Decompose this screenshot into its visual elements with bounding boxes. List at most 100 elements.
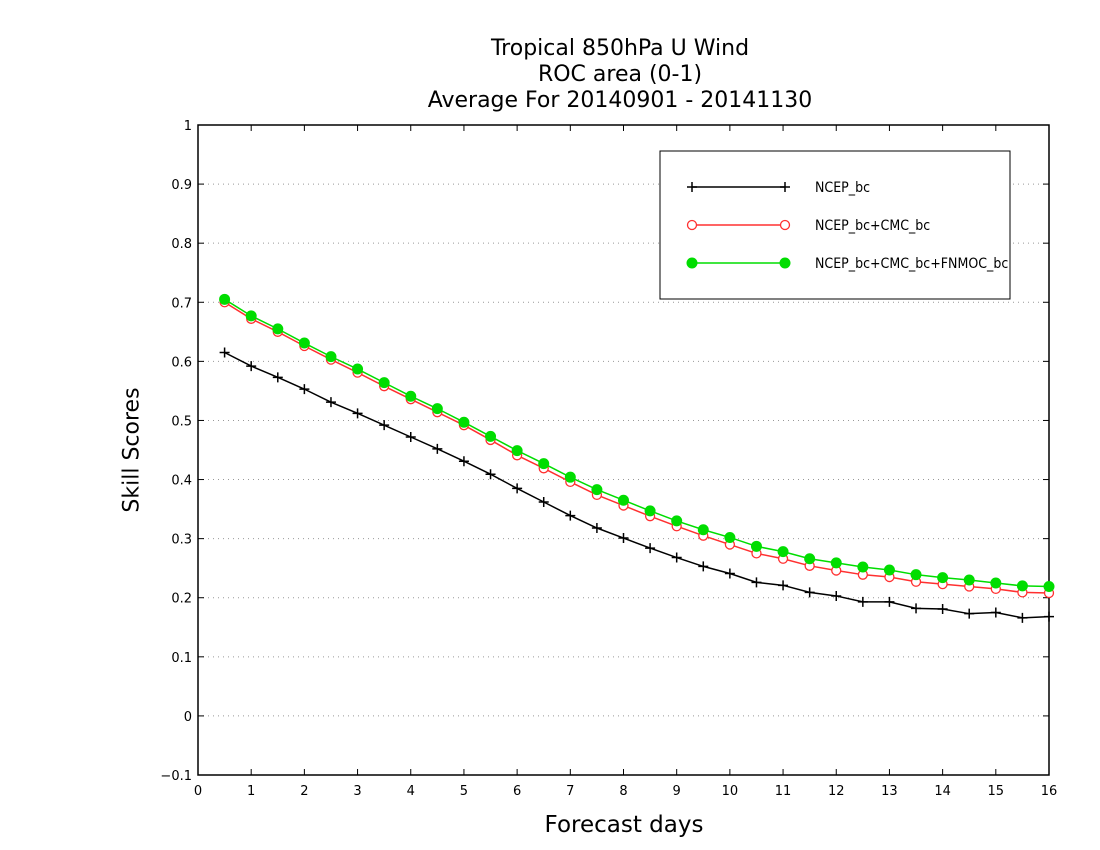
data-point-plus [538, 497, 549, 507]
ticks: −0.100.10.20.30.40.50.60.70.80.910 1 2 3 4 5 6… [160, 119, 1057, 799]
data-point-filled-circle [1043, 581, 1055, 592]
data-point-plus [671, 552, 682, 563]
x-tick-label: 6 [513, 784, 521, 799]
x-tick-label: 9 [673, 784, 681, 799]
data-point-filled-circle [777, 546, 789, 558]
y-tick-label: 0.4 [171, 474, 192, 489]
x-tick-label: 3 [353, 784, 361, 799]
data-point-filled-circle [378, 377, 390, 389]
data-point-plus [591, 523, 602, 533]
series-line [224, 301, 1050, 594]
data-point-filled-circle [511, 445, 523, 457]
legend-entry-label: NCEP_bc+CMC_bc [815, 218, 930, 234]
data-point-filled-circle [883, 564, 895, 576]
chart-title-line-2: ROC area (0-1) [537, 62, 703, 87]
y-tick-label: 0.8 [171, 237, 192, 252]
data-point-plus [804, 587, 815, 598]
data-point-filled-circle [458, 416, 470, 428]
series-line [224, 351, 1050, 619]
data-point-plus [884, 596, 895, 607]
y-tick-label: 0.9 [171, 178, 192, 193]
data-point-plus [325, 397, 336, 408]
data-point-filled-circle [750, 540, 762, 552]
data-point-plus [751, 577, 762, 588]
data-point-filled-circle [857, 561, 869, 573]
legend-entry-label: NCEP_bc [815, 180, 870, 196]
data-point-filled-circle [671, 515, 683, 527]
data-point-plus [687, 182, 697, 192]
data-point-plus [778, 580, 789, 591]
data-point-filled-circle [963, 574, 975, 586]
x-tick-label: 10 [722, 784, 739, 799]
data-point-filled-circle [219, 293, 231, 305]
x-tick-label: 5 [460, 784, 468, 799]
data-point-open-circle [779, 219, 791, 231]
x-tick-label: 12 [828, 784, 845, 799]
data-point-plus [857, 596, 868, 607]
data-point-filled-circle [564, 471, 576, 483]
data-point-filled-circle [686, 257, 698, 269]
data-point-filled-circle [724, 531, 736, 543]
data-point-plus [379, 420, 390, 431]
legend: NCEP_bc NCEP_bc+CMC_bc NCEP_bc+CMC_bc+FNMO… [659, 150, 1011, 300]
data-point-filled-circle [538, 458, 550, 470]
y-tick-label: 0 [184, 710, 192, 725]
series-1 [219, 297, 1055, 599]
data-point-plus [458, 456, 469, 467]
series-group [219, 293, 1055, 623]
x-tick-label: 0 [194, 784, 202, 799]
series-2 [219, 293, 1055, 592]
data-point-filled-circle [431, 403, 443, 415]
data-point-filled-circle [485, 430, 497, 442]
data-point-filled-circle [804, 553, 816, 565]
data-point-plus [698, 561, 709, 572]
data-point-filled-circle [325, 351, 337, 363]
y-tick-label: 1 [184, 119, 192, 134]
data-point-filled-circle [1016, 580, 1028, 592]
data-point-open-circle [686, 219, 698, 231]
data-point-plus [618, 533, 629, 544]
x-tick-label: 1 [247, 784, 255, 799]
data-point-filled-circle [298, 337, 310, 349]
data-point-filled-circle [591, 484, 603, 496]
data-point-filled-circle [697, 524, 709, 536]
data-point-plus [937, 603, 948, 614]
data-point-filled-circle [779, 257, 791, 269]
y-tick-label: 0.3 [171, 533, 192, 548]
x-axis-label: Forecast days [544, 812, 704, 838]
chart-title: Tropical 850hPa U Wind ROC area (0-1) Av… [0, 36, 1100, 114]
y-tick-label: −0.1 [160, 769, 192, 784]
y-tick-label: 0.6 [171, 355, 192, 370]
data-point-plus [512, 483, 523, 494]
data-point-plus [432, 443, 443, 454]
data-point-plus [272, 372, 283, 383]
data-point-filled-circle [937, 572, 949, 584]
data-point-plus [964, 608, 975, 619]
legend-entry-label: NCEP_bc+CMC_bc+FNMOC_bc [815, 256, 1008, 272]
data-point-plus [645, 543, 656, 554]
data-point-plus [831, 590, 842, 601]
data-point-plus [911, 603, 922, 614]
data-point-plus [724, 568, 735, 579]
data-point-plus [565, 510, 576, 521]
data-point-filled-circle [245, 310, 257, 322]
series-0 [219, 347, 1054, 623]
data-point-plus [246, 361, 257, 372]
data-point-plus [1044, 611, 1054, 622]
x-tick-label: 4 [407, 784, 415, 799]
data-point-plus [219, 347, 230, 358]
chart-title-line-1: Tropical 850hPa U Wind [490, 36, 750, 61]
data-point-plus [780, 182, 790, 192]
data-point-plus [352, 408, 363, 419]
data-point-plus [1017, 612, 1028, 623]
data-point-filled-circle [352, 363, 364, 375]
x-tick-label: 7 [566, 784, 574, 799]
data-point-filled-circle [830, 557, 842, 569]
data-point-filled-circle [272, 323, 284, 335]
data-point-filled-circle [910, 569, 922, 581]
x-tick-label: 15 [988, 784, 1005, 799]
data-point-filled-circle [644, 505, 656, 517]
y-tick-label: 0.7 [171, 296, 192, 311]
data-point-filled-circle [405, 390, 417, 402]
